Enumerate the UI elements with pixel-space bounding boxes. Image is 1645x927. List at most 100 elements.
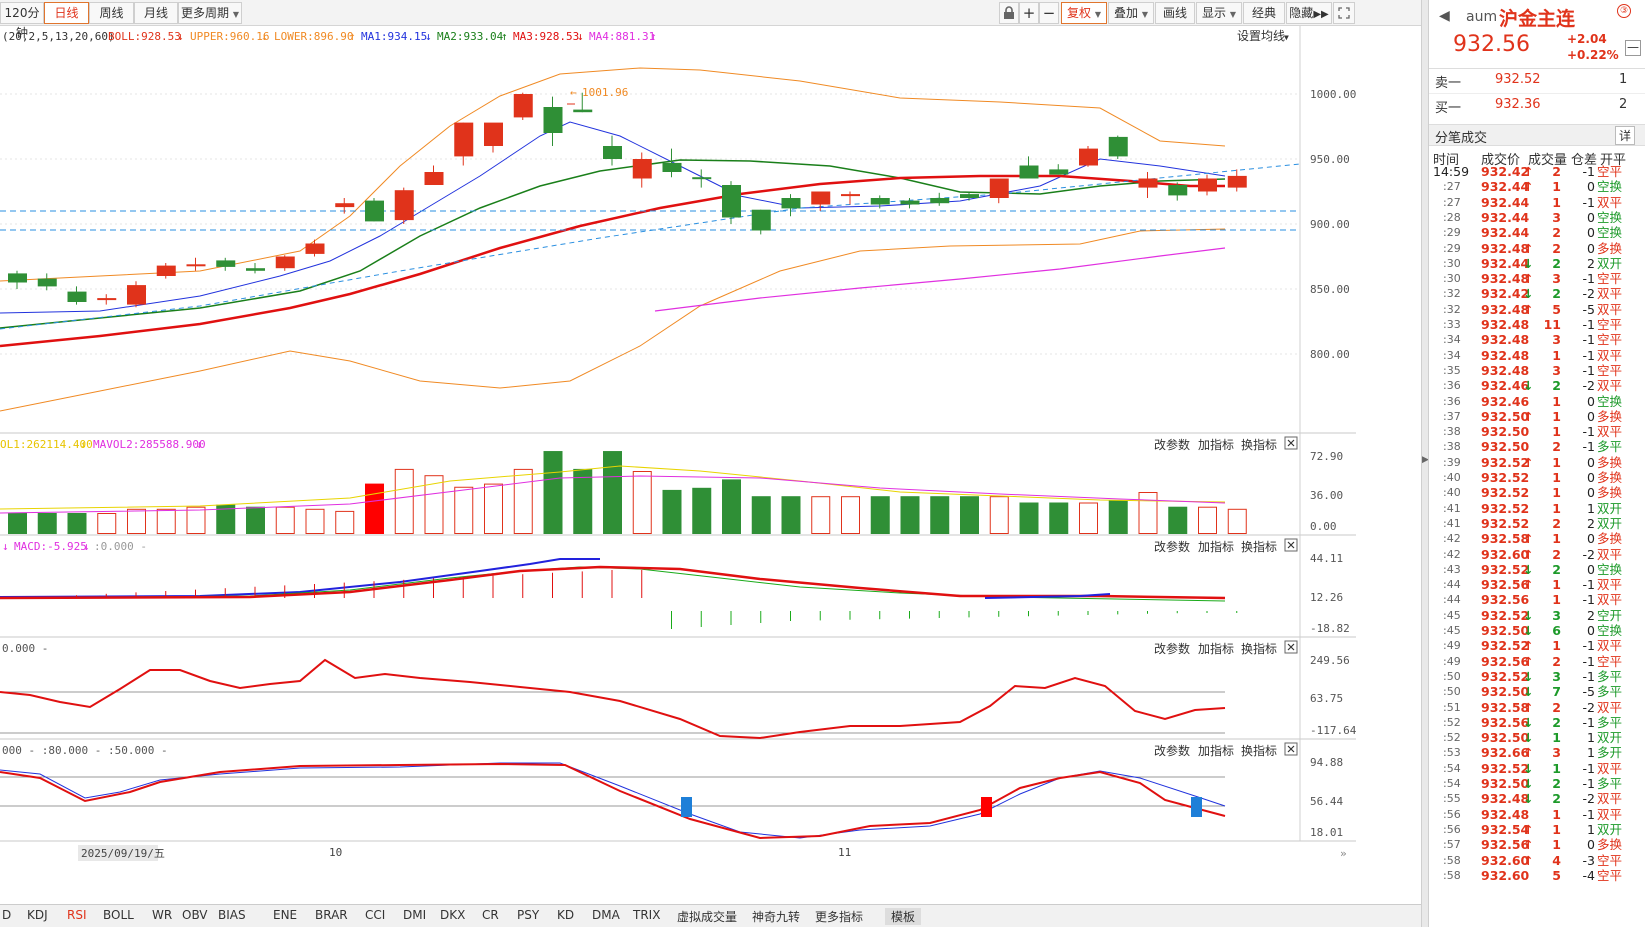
tab-cr[interactable]: CR	[482, 908, 499, 922]
trade-open-close: 空平	[1597, 332, 1623, 348]
tab-rsi[interactable]: RSI	[67, 908, 87, 922]
panel-splitter[interactable]: ▶	[1421, 0, 1429, 927]
close-icon[interactable]	[1284, 742, 1298, 756]
display-label: 显示	[1202, 6, 1227, 20]
back-arrow-icon[interactable]: ◀	[1439, 8, 1450, 24]
candle-body	[989, 178, 1009, 198]
trade-open-close: 空换	[1597, 561, 1623, 577]
trade-row: :49 932.52 ↑ 1 -1 双平	[1429, 638, 1645, 654]
period-more-dropdown[interactable]: 更多周期 ▼	[178, 2, 242, 24]
double-chevron-right-icon[interactable]: »	[1340, 847, 1347, 860]
trade-time: :45	[1443, 608, 1461, 622]
period-monthly[interactable]: 月线	[134, 2, 178, 24]
tab-wr[interactable]: WR	[152, 908, 173, 922]
arrow-down-icon: ↓	[1523, 668, 1534, 684]
info-icon[interactable]: ③	[1617, 4, 1631, 18]
adjust-button[interactable]: 复权 ▼	[1061, 2, 1107, 24]
tab-bias[interactable]: BIAS	[218, 908, 246, 922]
lock-icon[interactable]	[999, 2, 1019, 24]
trade-volume: 1	[1552, 730, 1561, 746]
ma-settings-button[interactable]: 设置均线	[1237, 29, 1285, 43]
trade-time: :52	[1443, 715, 1461, 729]
trade-open-close: 空换	[1597, 225, 1623, 241]
arrow-up-icon: ↑	[1523, 653, 1534, 669]
classic-button[interactable]: 经典	[1243, 2, 1285, 24]
trade-oi-diff: -5	[1582, 301, 1595, 317]
tab-虚拟成交量[interactable]: 虚拟成交量	[677, 910, 738, 924]
rsi-change-params-button[interactable]: 改参数	[1154, 743, 1190, 758]
trade-volume: 2	[1552, 286, 1561, 302]
candle-body	[930, 198, 950, 204]
trade-oi-diff: 0	[1587, 209, 1595, 225]
close-icon[interactable]	[1284, 436, 1298, 450]
display-button[interactable]: 显示 ▼	[1196, 2, 1242, 24]
fullscreen-icon[interactable]	[1333, 2, 1355, 24]
arrow-up-icon: ↑	[1523, 745, 1534, 761]
trade-price: 932.44	[1481, 255, 1530, 271]
trade-open-close: 空平	[1597, 852, 1623, 868]
tab-dma[interactable]: DMA	[592, 908, 620, 922]
trade-volume: 1	[1552, 408, 1561, 424]
tab-obv[interactable]: OBV	[182, 908, 208, 922]
tab-psy[interactable]: PSY	[517, 908, 540, 922]
trade-oi-diff: 2	[1587, 515, 1595, 531]
trade-open-close: 多平	[1597, 714, 1623, 730]
legend-ma2: MA2:933.04	[437, 30, 504, 43]
tab-kdj[interactable]: KDJ	[27, 908, 48, 922]
chart-grid	[0, 26, 1356, 842]
trade-oi-diff: -4	[1582, 867, 1595, 883]
macd-switch-indicator-button[interactable]: 换指标	[1241, 539, 1277, 554]
period-daily[interactable]: 日线	[44, 2, 89, 24]
high-annotation: ← 1001.96	[570, 86, 628, 99]
draw-line-button[interactable]: 画线	[1155, 2, 1195, 24]
tab-trix[interactable]: TRIX	[633, 908, 661, 922]
tab-更多指标[interactable]: 更多指标	[815, 910, 864, 924]
trade-open-close: 多换	[1597, 408, 1623, 424]
rsi-add-indicator-button[interactable]: 加指标	[1198, 743, 1234, 758]
zoom-out-icon[interactable]: −	[1039, 2, 1059, 24]
detail-button[interactable]: 详	[1615, 126, 1636, 145]
vol-change-params-button[interactable]: 改参数	[1154, 437, 1190, 452]
tab-dkx[interactable]: DKX	[440, 908, 466, 922]
period-120min[interactable]: 120分钟	[0, 2, 44, 40]
price-change-pct: +0.22%	[1567, 48, 1619, 62]
minimize-icon[interactable]: —	[1625, 40, 1641, 56]
vol-add-indicator-button[interactable]: 加指标	[1198, 437, 1234, 452]
trade-price: 932.48	[1481, 347, 1530, 363]
close-icon[interactable]	[1284, 538, 1298, 552]
macd-legend-2: :0.000 -	[94, 540, 147, 553]
trade-oi-diff: -2	[1582, 699, 1595, 715]
rsi-switch-indicator-button[interactable]: 换指标	[1241, 743, 1277, 758]
kline-chart[interactable]: (20,2,5,13,20,60) BOLL:928.53 ↓ UPPER:96…	[0, 26, 1421, 904]
macd-add-indicator-button[interactable]: 加指标	[1198, 539, 1234, 554]
tab-d[interactable]: D	[2, 908, 12, 922]
tab-模板[interactable]: 模板	[885, 908, 922, 925]
close-icon[interactable]	[1284, 640, 1298, 654]
trade-oi-diff: -2	[1582, 791, 1595, 807]
tab-cci[interactable]: CCI	[365, 908, 386, 922]
date-cursor-box	[78, 845, 158, 861]
cci-add-indicator-button[interactable]: 加指标	[1198, 641, 1234, 656]
tab-ene[interactable]: ENE	[273, 908, 298, 922]
tab-brar[interactable]: BRAR	[315, 908, 348, 922]
tab-kd[interactable]: KD	[557, 908, 575, 922]
trade-open-close: 多换	[1597, 837, 1623, 853]
trade-volume: 1	[1552, 500, 1561, 516]
overlay-button[interactable]: 叠加 ▼	[1108, 2, 1154, 24]
trade-open-close: 双平	[1597, 577, 1623, 593]
overlay-label: 叠加	[1114, 6, 1139, 20]
cci-change-params-button[interactable]: 改参数	[1154, 641, 1190, 656]
tab-神奇九转[interactable]: 神奇九转	[752, 910, 801, 924]
tab-boll[interactable]: BOLL	[103, 908, 134, 922]
candle-body	[67, 291, 87, 302]
macd-change-params-button[interactable]: 改参数	[1154, 539, 1190, 554]
tab-dmi[interactable]: DMI	[403, 908, 427, 922]
vol-switch-indicator-button[interactable]: 换指标	[1241, 437, 1277, 452]
collapse-arrow-icon[interactable]: ▶	[1422, 455, 1429, 465]
trade-row: :36 932.46 1 0 空换	[1429, 394, 1645, 410]
hide-button[interactable]: 隐藏▶▶	[1286, 2, 1332, 24]
arrow-up-icon: ↑	[1523, 531, 1534, 547]
cci-switch-indicator-button[interactable]: 换指标	[1241, 641, 1277, 656]
period-weekly[interactable]: 周线	[89, 2, 134, 24]
zoom-in-icon[interactable]: +	[1019, 2, 1039, 24]
